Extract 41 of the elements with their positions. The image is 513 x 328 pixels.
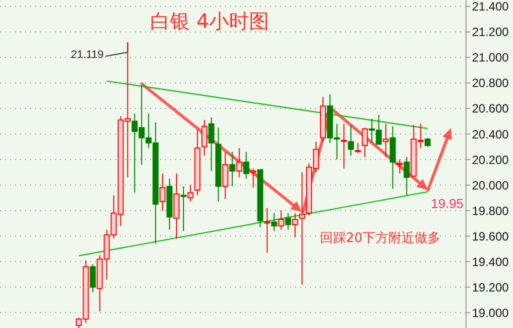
candlestick bbox=[348, 124, 354, 156]
y-tick-label: 21.000 bbox=[472, 50, 510, 65]
candlestick bbox=[208, 116, 214, 172]
candlestick bbox=[285, 212, 292, 230]
y-tick-label: 20.000 bbox=[472, 178, 510, 192]
candlestick bbox=[382, 123, 389, 158]
text: 白银 4小时图 bbox=[150, 8, 270, 35]
candlestick bbox=[354, 142, 361, 154]
annotation: 回踩20下方附近做多 bbox=[320, 230, 441, 246]
y-tick-label: 19.400 bbox=[472, 254, 510, 269]
annotation: 21.119 bbox=[70, 49, 104, 62]
y-tick-label: 19.600 bbox=[472, 229, 510, 244]
candlestick bbox=[160, 173, 166, 212]
y-tick-label: 20.200 bbox=[472, 152, 510, 167]
candlestick bbox=[278, 210, 284, 230]
candlestick bbox=[180, 186, 186, 232]
y-tick-label: 21.200 bbox=[472, 25, 510, 40]
y-tick-label: 20.400 bbox=[472, 127, 510, 142]
candlestick bbox=[90, 264, 96, 293]
y-tick-label: 19.200 bbox=[472, 280, 510, 294]
candlestick bbox=[236, 148, 242, 178]
y-tick-label: 21.400 bbox=[472, 0, 510, 14]
candlestick bbox=[299, 172, 306, 286]
candlestick bbox=[201, 119, 208, 156]
candlestick bbox=[264, 208, 270, 254]
candlestick bbox=[271, 212, 278, 232]
candlestick bbox=[362, 127, 368, 158]
candlestick bbox=[229, 151, 236, 187]
y-tick-label: 20.800 bbox=[472, 76, 510, 90]
y-tick-label: 19.000 bbox=[472, 306, 510, 320]
candlestick bbox=[243, 151, 250, 180]
candlestick bbox=[292, 212, 298, 238]
candlestick bbox=[340, 123, 347, 169]
candlestick bbox=[404, 156, 410, 196]
annotation: 19.95 bbox=[431, 196, 464, 211]
candlestick bbox=[396, 159, 403, 174]
y-tick-label: 19.800 bbox=[472, 204, 510, 218]
candlestick bbox=[250, 168, 256, 188]
y-tick-label: 20.600 bbox=[472, 102, 510, 116]
candlestick bbox=[222, 151, 228, 200]
candlestick bbox=[187, 184, 194, 202]
